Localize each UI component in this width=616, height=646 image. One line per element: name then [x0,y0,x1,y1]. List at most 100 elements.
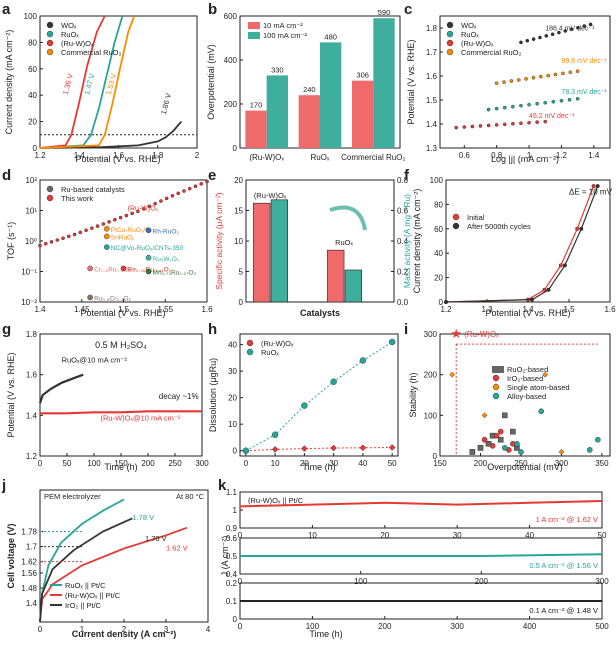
panel-k-subplot-1-x-tick-label: 40 [525,531,534,540]
panel-a-legend-item-swatch [46,48,54,56]
panel-b-y-tick-label: 200 [224,100,238,109]
panel-d-this-work-label: (Ru-W)Oₓ [128,206,159,213]
panel-i-data-point [558,449,565,455]
panel-d-this-work-point [95,224,100,228]
panel-b-bar-value: 170 [250,101,263,110]
panel-i-data-point [518,449,524,455]
panel-f-data-point [575,226,580,231]
panel-k-subplot-2-x-tick-label: 100 [354,577,368,586]
panel-a-legend-item-swatch [46,21,54,29]
panel-c-data-point [551,99,556,104]
panel-a-x-tick-label: 1.8 [152,151,164,160]
panel-label-j: j [1,477,6,494]
panel-c-data-point [511,104,515,109]
panel-i-legend-item-swatch [492,392,500,400]
panel-i-data-point [595,436,601,443]
panel-c-data-point [519,103,523,108]
panel-b-legend-item: 100 mA cm⁻² [263,31,307,40]
panel-f-x-tick-label: 1.2 [440,305,452,314]
panel-d-this-work-point [205,179,209,184]
panel-a-y-tick-label: 100 [24,12,38,21]
panel-d-catalyst-point [120,265,127,272]
panel-g-series-label: RuOₓ@10 mA cm⁻² [62,355,128,364]
panel-label-a: a [2,1,11,18]
panel-i-y-tick-label: 200 [424,371,438,380]
panel-d-this-work-point [78,230,83,235]
panel-c-data-point [575,69,580,73]
panel-c-data-point [546,73,550,78]
panel-b-bar [245,110,267,148]
panel-a-x-tick-label: 1.6 [113,151,125,160]
panel-g-x-tick-label: 100 [87,459,101,468]
panel-j-y-tick-label: 1.56 [21,569,37,578]
panel-i-data-point [542,371,549,378]
panel-j-annotation: 1.78 V [132,513,154,522]
panel-g-series-line [40,410,202,415]
panel-h-x-tick-label: 20 [300,459,309,468]
panel-a-legend-item-swatch [46,39,54,47]
panel-g-series-label: (Ru-W)Oₓ@10 mA cm⁻² [101,413,181,422]
panel-h-x-tick-label: 10 [271,459,280,468]
panel-label-g: g [2,321,11,338]
panel-c-data-point [550,32,555,37]
panel-i-axes-frame [439,333,611,457]
panel-d-catalyst-label: Ru₀.₈Cr₀.₂O₂ [94,295,131,302]
panel-d-y-tick-label: 10¹ [25,207,37,216]
panel-d-catalyst-label: PtCo-RuO₂/C [111,227,150,234]
panel-i-y-tick-label: 100 [424,411,438,420]
panel-f-x-tick-label: 1.6 [604,305,616,314]
panel-b-legend-item-swatch [248,22,260,29]
panel-j-x-tick-label: 2 [122,625,127,634]
panel-d-x-tick-label: 1.45 [74,305,90,314]
panel-d-y-tick-label: 10⁻¹ [21,268,37,277]
panel-k-subplot-2-y-tick-label: 0.6 [226,534,238,543]
panel-c-y-tick-label: 1.6 [426,72,438,81]
panel-b-y-tick-label: 600 [224,12,238,21]
panel-c-data-point [531,75,536,80]
panel-c-data-point [502,122,507,127]
panel-b-bar-value: 306 [356,71,369,80]
panel-k-subplot-1-x-tick-label: 10 [308,531,317,540]
panel-i-data-point [497,428,504,435]
panel-j-legend-item: (Ru-W)Oₓ || Pt/C [65,591,121,600]
panel-label-d: d [2,167,11,184]
panel-d-this-work-point [193,184,198,189]
panel-i-legend-item-swatch [492,383,500,391]
panel-f-legend-item: After 5000th cycles [467,222,531,231]
panel-a-legend-item: (Ru-W)Oₓ [61,39,94,48]
panel-b-bar-value: 240 [303,85,316,94]
panel-a-x-tick-label: 1.2 [34,151,46,160]
panel-a-legend-item: Commercial RuO₂ [61,48,122,57]
panel-label-e: e [208,167,216,184]
panel-g-x-tick-label: 250 [168,459,182,468]
panel-h-legend-item-swatch [246,348,254,356]
panel-c-data-point [486,107,491,112]
panel-h-data-point [301,445,308,452]
panel-c-data-point [559,98,564,103]
panel-e-y-label-left: Specific activity (μA cm⁻²) [214,192,224,289]
panel-a-x-label: Potential (V vs. RHE) [75,154,160,164]
panel-j-series-line [39,517,133,623]
panel-j-text: PEM electrolyzer [44,492,101,501]
panel-h-data-point [388,338,396,346]
panel-d-catalyst-point [145,254,152,261]
panel-b-bar [352,80,374,148]
panel-i-x-tick-label: 150 [433,459,447,468]
panel-f-series-line [445,185,599,303]
panel-i-legend-item: IrO₂-based [507,374,543,383]
panel-d-this-work-point [136,209,140,214]
panel-label-c: c [404,1,412,18]
panel-i-data-point [449,371,456,378]
panel-k-series-line [240,553,603,557]
panel-c-data-point [502,80,506,84]
panel-f-y-tick-label: 40 [434,249,443,258]
panel-j-y-tick-label: 1.7 [26,543,38,552]
panel-b-category-label: RuOₓ [310,153,329,162]
panel-g-condition-text: 0.5 M H₂SO₄ [95,340,147,350]
panel-i-legend-item: RuO₂-based [507,365,548,374]
panel-d-legend-item-swatch [46,185,54,193]
panel-k-subplot-1-y-tick-label: 0.9 [226,524,238,533]
panel-a-series-line [39,121,182,149]
panel-c-data-point [486,123,491,128]
